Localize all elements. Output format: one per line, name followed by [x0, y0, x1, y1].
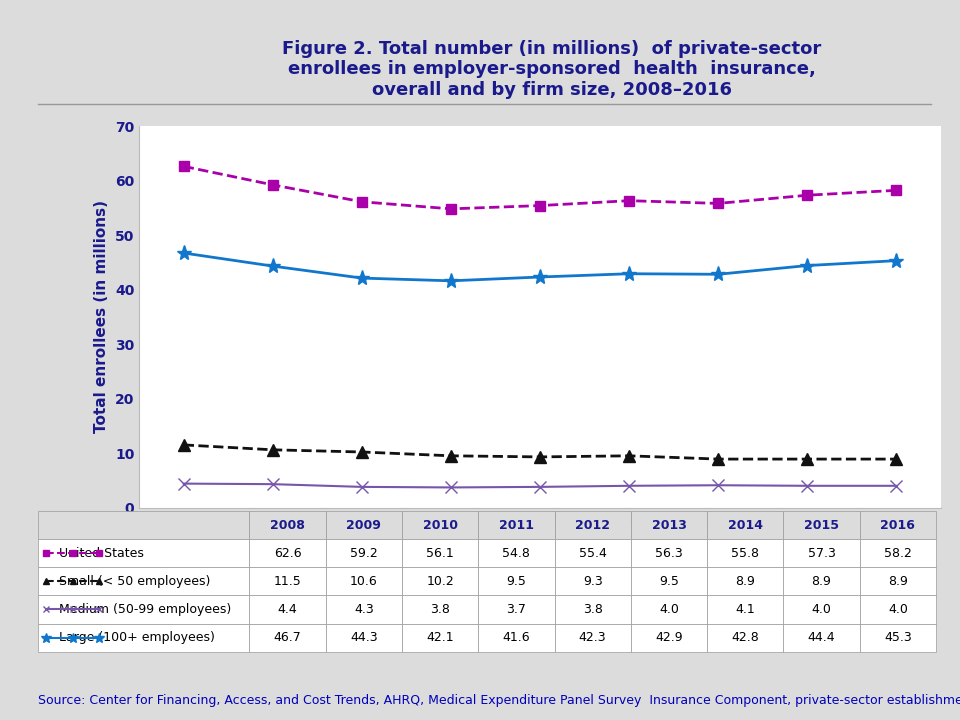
Text: Figure 2. Total number (in millions)  of private-sector
enrollees in employer-sp: Figure 2. Total number (in millions) of … — [282, 40, 822, 99]
Text: Source: Center for Financing, Access, and Cost Trends, AHRQ, Medical Expenditure: Source: Center for Financing, Access, an… — [38, 694, 960, 707]
Y-axis label: Total enrollees (in millions): Total enrollees (in millions) — [94, 200, 109, 433]
